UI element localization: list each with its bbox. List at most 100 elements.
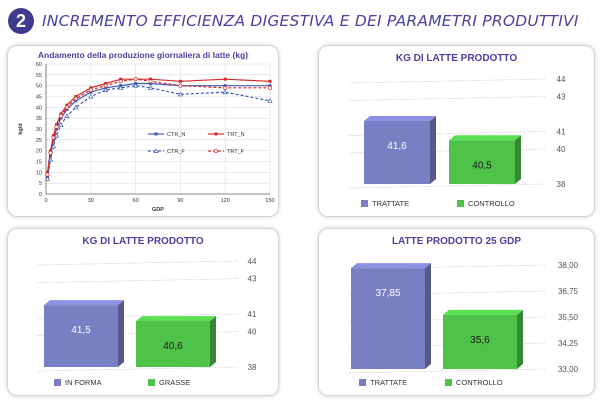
- bar-top: [44, 300, 124, 306]
- x-tick-label: 120: [221, 198, 230, 204]
- legend-marker: [153, 148, 159, 153]
- bar-side: [425, 263, 431, 369]
- data-point-trt-n: [223, 77, 227, 81]
- legend-label: TRT_N: [227, 132, 245, 138]
- bar-side: [118, 300, 124, 367]
- gridline: [37, 260, 239, 266]
- legend-label: IN FORMA: [65, 378, 102, 387]
- y-tick-label: 55: [36, 73, 42, 79]
- bar-chart-panel-trattate: KG DI LATTE PRODOTTO 38 40 41 43 44 41,6 40,5 TR…: [318, 45, 595, 217]
- y-tick-label: 45: [36, 95, 42, 101]
- bar-top: [351, 263, 431, 269]
- bar-top: [364, 116, 436, 121]
- y-tick-label: 35: [36, 116, 42, 122]
- y-tick-label: 43: [248, 275, 257, 284]
- data-point-trt-n: [74, 95, 78, 98]
- bar-side: [515, 135, 521, 184]
- y-tick-label: 10: [36, 170, 42, 176]
- gridline: [37, 278, 239, 283]
- data-point-ctr-n: [149, 82, 153, 85]
- y-tick-label: 34,25: [558, 339, 579, 348]
- legend-label: CTR_N: [167, 132, 185, 138]
- legend-marker: [154, 132, 158, 136]
- bar-chart-panel-forma: KG DI LATTE PRODOTTO 38 40 41 43 44 41,5 40,6 IN…: [7, 228, 279, 396]
- data-point-trt-n: [51, 134, 55, 137]
- legend-label: GRASSE: [159, 378, 190, 387]
- legend-marker: [213, 148, 219, 154]
- line-chart: Andamento della produzione giornaliera d…: [18, 50, 275, 213]
- data-point-ctr-n: [223, 84, 227, 88]
- data-point-trt-n: [268, 79, 272, 83]
- legend-marker: [214, 132, 218, 136]
- legend-label: CONTROLLO: [456, 378, 503, 387]
- x-tick-label: 0: [44, 198, 47, 204]
- data-point-trt-n: [149, 77, 153, 81]
- data-point-ctr-f: [88, 93, 94, 99]
- y-tick-label: 40: [557, 145, 566, 154]
- data-point-ctr-f: [50, 143, 57, 149]
- legend-swatch: [361, 200, 368, 207]
- data-point-trt-f: [73, 96, 78, 101]
- bar-controllo: [443, 314, 517, 369]
- data-point-trt-n: [65, 103, 69, 107]
- y-tick-label: 40: [36, 105, 42, 111]
- bar-chart-25gdp: LATTE PRODOTTO 25 GDP 33,00 34,25 35,50 36,7…: [348, 236, 579, 387]
- y-tick-label: 40: [248, 328, 257, 337]
- bar-value-label: 40,6: [163, 341, 183, 352]
- y-tick-label: 41: [248, 310, 257, 319]
- gridline: [348, 78, 546, 84]
- data-point-trt-f: [88, 87, 93, 93]
- y-tick-label: 38,00: [558, 261, 579, 270]
- bar-top: [443, 309, 523, 315]
- x-axis-label: GDP: [152, 207, 164, 213]
- legend-label: TRATTATE: [372, 199, 409, 208]
- y-tick-label: 50: [36, 84, 42, 90]
- y-tick-label: 36,75: [558, 287, 579, 296]
- data-point-ctr-f: [222, 89, 228, 95]
- data-point-ctr-n: [59, 116, 63, 120]
- y-tick-label: 20: [36, 149, 42, 155]
- section-number-badge: 2: [8, 8, 34, 34]
- series-line-ctr-n: [46, 82, 270, 177]
- bar-chart-panel-25gdp: LATTE PRODOTTO 25 GDP 33,00 34,25 35,50 36,7…: [318, 228, 595, 396]
- data-point-ctr-f: [133, 82, 139, 88]
- x-tick-label: 150: [265, 198, 274, 204]
- data-point-trt-f: [148, 79, 153, 84]
- data-point-ctr-f: [147, 85, 154, 90]
- series-line-trt-n: [46, 78, 271, 173]
- legend-label: CONTROLLO: [468, 199, 515, 208]
- data-point-trt-n: [59, 112, 63, 116]
- y-tick-label: 43: [557, 93, 566, 102]
- x-tick-label: 30: [88, 198, 94, 204]
- gridline: [348, 290, 546, 296]
- data-point-trt-f: [48, 150, 53, 155]
- bar-controllo: [449, 140, 515, 184]
- bar-value-label: 40,5: [472, 160, 492, 171]
- bar-value-label: 41,5: [71, 325, 91, 336]
- y-tick-label: 25: [36, 138, 42, 144]
- gridline: [348, 368, 546, 374]
- legend-label: TRT_F: [227, 149, 245, 155]
- bar-value-label: 41,6: [387, 141, 407, 152]
- data-point-trt-f: [103, 83, 108, 88]
- data-point-ctr-f: [103, 87, 109, 92]
- chart-title: KG DI LATTE PRODOTTO: [82, 236, 204, 247]
- chart-title: LATTE PRODOTTO 25 GDP: [392, 236, 521, 247]
- data-point-ctr-f: [177, 91, 183, 97]
- line-chart-panel: Andamento della produzione giornaliera d…: [7, 45, 279, 217]
- bar-side: [517, 309, 523, 369]
- data-point-trt-f: [133, 77, 138, 82]
- y-tick-label: 44: [557, 75, 566, 84]
- legend-swatch: [445, 379, 452, 386]
- bar-top: [449, 135, 521, 141]
- bar-side: [210, 316, 216, 367]
- data-point-ctr-n: [268, 84, 272, 88]
- legend-label: TRATTATE: [370, 378, 407, 387]
- chart-title: Andamento della produzione giornaliera d…: [38, 50, 248, 60]
- y-tick-label: 38: [557, 180, 566, 189]
- bar-trattate: [351, 268, 425, 369]
- data-point-ctr-f: [267, 98, 273, 103]
- gridline: [348, 264, 546, 270]
- gridline: [348, 183, 546, 189]
- y-tick-label: 44: [248, 257, 257, 266]
